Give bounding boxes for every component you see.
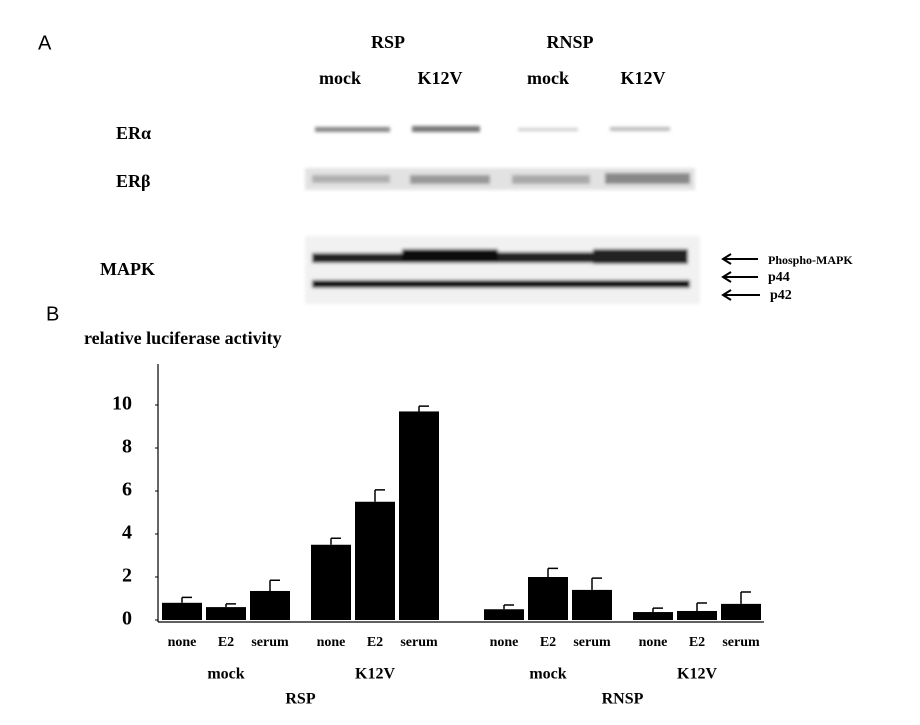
- x-tick-label: E2: [367, 635, 383, 650]
- error-bar: [269, 579, 280, 591]
- bar: [162, 602, 202, 620]
- blot: [305, 126, 700, 304]
- y-tick-label: 2: [122, 565, 132, 587]
- lane-label: mock: [527, 68, 569, 88]
- band-strip: [305, 236, 700, 304]
- bar: [355, 501, 395, 620]
- error-bar: [740, 591, 751, 604]
- y-tick-label: 0: [122, 608, 132, 630]
- band-strip: [305, 168, 695, 190]
- x-tick-label: serum: [251, 635, 289, 650]
- group-label: K12V: [677, 666, 717, 683]
- band-label: Phospho-MAPK: [768, 253, 853, 267]
- x-tick-label: serum: [400, 635, 438, 650]
- error-bar: [547, 567, 558, 577]
- band: [312, 175, 390, 183]
- error-bar: [374, 489, 385, 502]
- group-label: K12V: [355, 666, 395, 683]
- arrow: [721, 253, 758, 265]
- bar: [311, 544, 351, 620]
- band-label: p44: [768, 270, 790, 285]
- arrows: [721, 253, 760, 301]
- arrow: [721, 271, 758, 283]
- row-label: MAPK: [100, 259, 155, 279]
- bar: [677, 610, 717, 620]
- x-tick-label: serum: [573, 635, 611, 650]
- group-label: RSP: [371, 32, 405, 52]
- error-bar: [591, 577, 602, 590]
- error-bar: [225, 603, 236, 608]
- error-bar: [503, 604, 514, 610]
- band: [402, 249, 498, 263]
- bar: [528, 577, 568, 620]
- error-bar: [696, 602, 707, 611]
- lane-label: K12V: [621, 68, 666, 88]
- band: [410, 175, 490, 184]
- band: [518, 128, 578, 131]
- band: [593, 249, 688, 264]
- band: [312, 280, 690, 288]
- panel-label: B: [46, 303, 59, 325]
- error-bar: [181, 596, 192, 603]
- bar: [250, 590, 290, 620]
- row-label: ERβ: [116, 171, 151, 191]
- bar: [721, 603, 761, 620]
- x-tick-label: none: [317, 635, 346, 650]
- band: [610, 127, 670, 131]
- x-tick-label: none: [168, 635, 197, 650]
- lane-label: mock: [319, 68, 361, 88]
- x-tick-label: E2: [218, 635, 234, 650]
- x-tick-label: E2: [689, 635, 705, 650]
- x-tick-label: E2: [540, 635, 556, 650]
- bar: [633, 612, 673, 620]
- error-bar: [418, 405, 429, 412]
- y-tick-label: 10: [112, 393, 132, 415]
- group-label: mock: [207, 666, 244, 683]
- error-bar: [330, 537, 341, 545]
- y-tick-label: 6: [122, 479, 132, 501]
- x-tick-label: none: [490, 635, 519, 650]
- band: [605, 173, 690, 184]
- y-tick-label: 8: [122, 436, 132, 458]
- lane-label: K12V: [418, 68, 463, 88]
- y-tick-label: 4: [122, 522, 132, 544]
- supergroup-label: RSP: [285, 691, 315, 708]
- row-label: ERα: [116, 123, 151, 143]
- x-tick-label: none: [639, 635, 668, 650]
- error-bar: [652, 607, 663, 613]
- band: [412, 126, 480, 132]
- bar: [572, 589, 612, 620]
- x-tick-label: serum: [722, 635, 760, 650]
- band-label: p42: [770, 288, 792, 303]
- y-axis-label: relative luciferase activity: [84, 328, 282, 348]
- bar: [399, 411, 439, 620]
- panel-label: A: [38, 32, 52, 54]
- group-label: mock: [529, 666, 566, 683]
- band: [512, 175, 590, 184]
- bar: [484, 609, 524, 620]
- band: [498, 252, 593, 263]
- bar: [206, 607, 246, 620]
- supergroup-label: RNSP: [602, 691, 644, 708]
- band: [312, 253, 402, 263]
- band: [315, 127, 390, 132]
- arrow: [721, 289, 760, 301]
- group-label: RNSP: [546, 32, 593, 52]
